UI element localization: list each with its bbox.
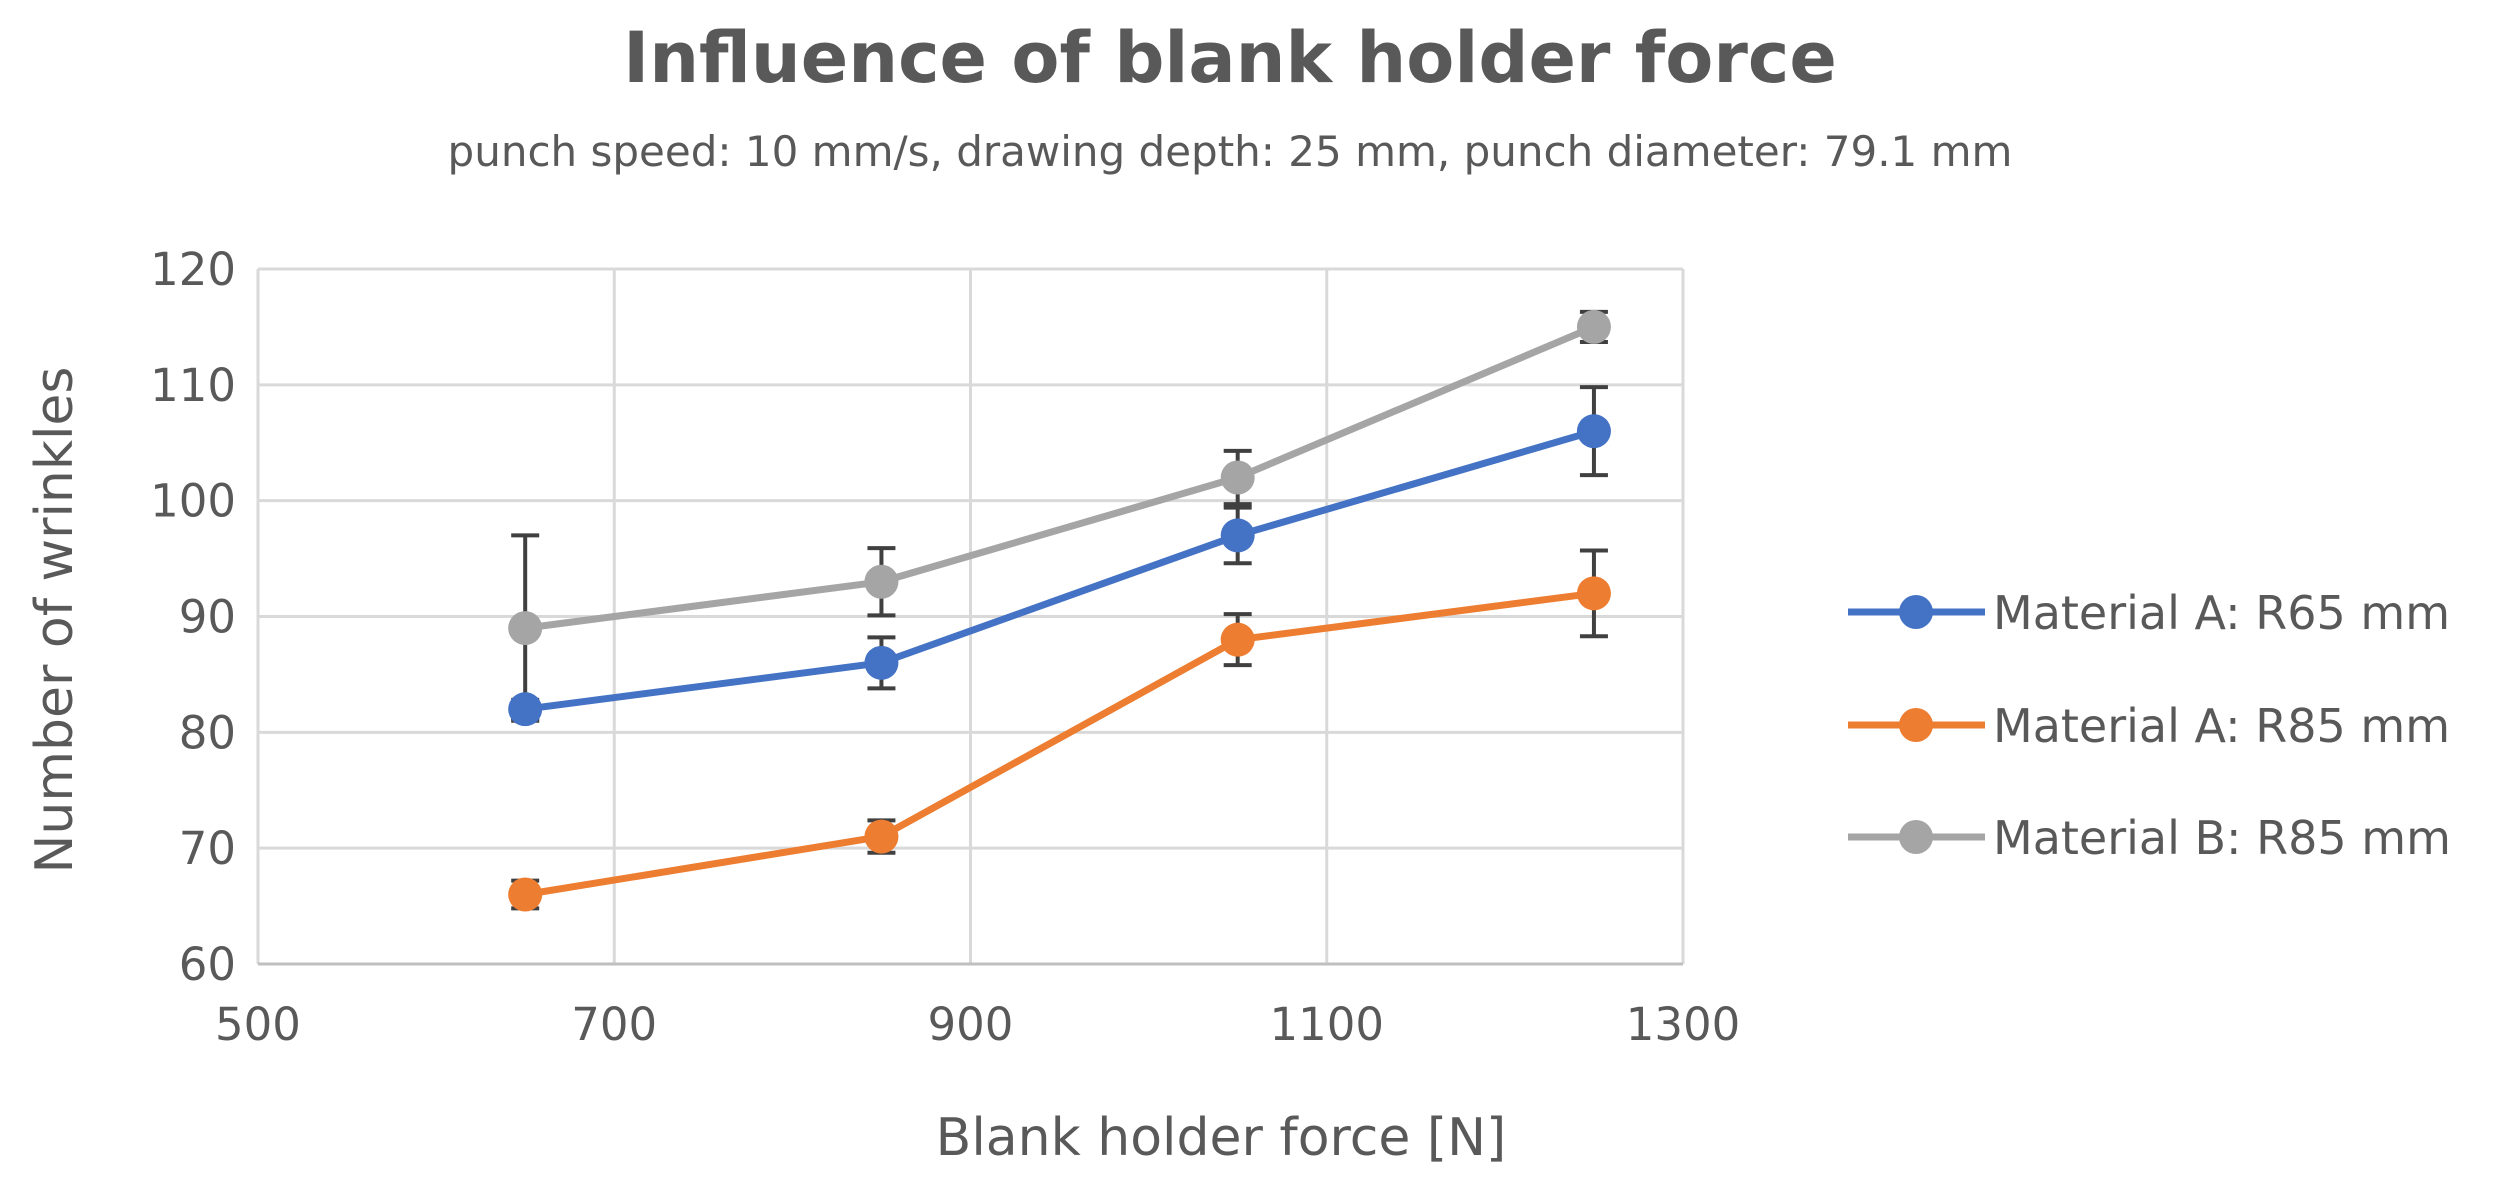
data-point-3 xyxy=(864,564,899,599)
y-tick-labels: 60 70 80 90 100 110 120 xyxy=(150,243,236,991)
legend-label: Material A: R85 mm xyxy=(1993,699,2450,753)
chart-subtitle: punch speed: 10 mm/s, drawing depth: 25 … xyxy=(448,127,2013,176)
y-tick-label: 90 xyxy=(179,591,236,644)
series-layer xyxy=(508,309,1611,912)
data-point-1 xyxy=(1220,518,1255,553)
x-tick-label: 1300 xyxy=(1626,998,1741,1051)
data-point-2 xyxy=(508,877,543,912)
series-line-1 xyxy=(524,427,1595,713)
x-tick-labels: 500 700 900 1100 1300 xyxy=(215,998,1740,1051)
gridlines xyxy=(256,267,1685,966)
y-tick-label: 120 xyxy=(150,243,236,296)
y-tick-label: 110 xyxy=(150,359,236,412)
data-point-3 xyxy=(508,611,543,646)
data-point-3 xyxy=(1220,460,1255,495)
legend-label: Material A: R65 mm xyxy=(1993,586,2450,640)
x-tick-label: 700 xyxy=(571,998,657,1051)
legend-item-2: Material A: R85 mm xyxy=(1848,699,2450,753)
y-tick-label: 70 xyxy=(179,822,236,875)
legend-item-1: Material A: R65 mm xyxy=(1848,586,2450,640)
legend-swatch-marker xyxy=(1899,820,1933,854)
legend-label: Material B: R85 mm xyxy=(1993,811,2451,865)
legend-item-3: Material B: R85 mm xyxy=(1848,811,2451,865)
y-tick-label: 80 xyxy=(179,706,236,759)
chart-title: Influence of blank holder force xyxy=(623,17,1837,99)
y-axis-label: Number of wrinkles xyxy=(25,366,85,873)
x-tick-label: 900 xyxy=(928,998,1014,1051)
data-point-2 xyxy=(1576,576,1611,611)
y-tick-label: 100 xyxy=(150,475,236,528)
data-point-2 xyxy=(864,819,899,854)
series-line-3 xyxy=(524,323,1596,632)
data-point-2 xyxy=(1220,622,1255,657)
legend-swatch-marker xyxy=(1899,708,1933,742)
data-points xyxy=(508,309,1611,912)
data-point-3 xyxy=(1576,309,1611,344)
x-tick-label: 1100 xyxy=(1269,998,1384,1051)
x-axis-label: Blank holder force [N] xyxy=(936,1108,1507,1168)
legend-swatch-marker xyxy=(1899,595,1933,629)
y-tick-label: 60 xyxy=(179,938,236,991)
series-line-2 xyxy=(524,589,1595,898)
data-point-1 xyxy=(508,692,543,727)
x-tick-label: 500 xyxy=(215,998,301,1051)
plot-area: 60 70 80 90 100 110 120 500 700 900 1100 1300 xyxy=(150,243,1740,1051)
data-point-1 xyxy=(864,645,899,680)
legend: Material A: R65 mm Material A: R85 mm Mate… xyxy=(1848,586,2451,865)
series-lines xyxy=(524,323,1596,898)
data-point-1 xyxy=(1576,414,1611,449)
